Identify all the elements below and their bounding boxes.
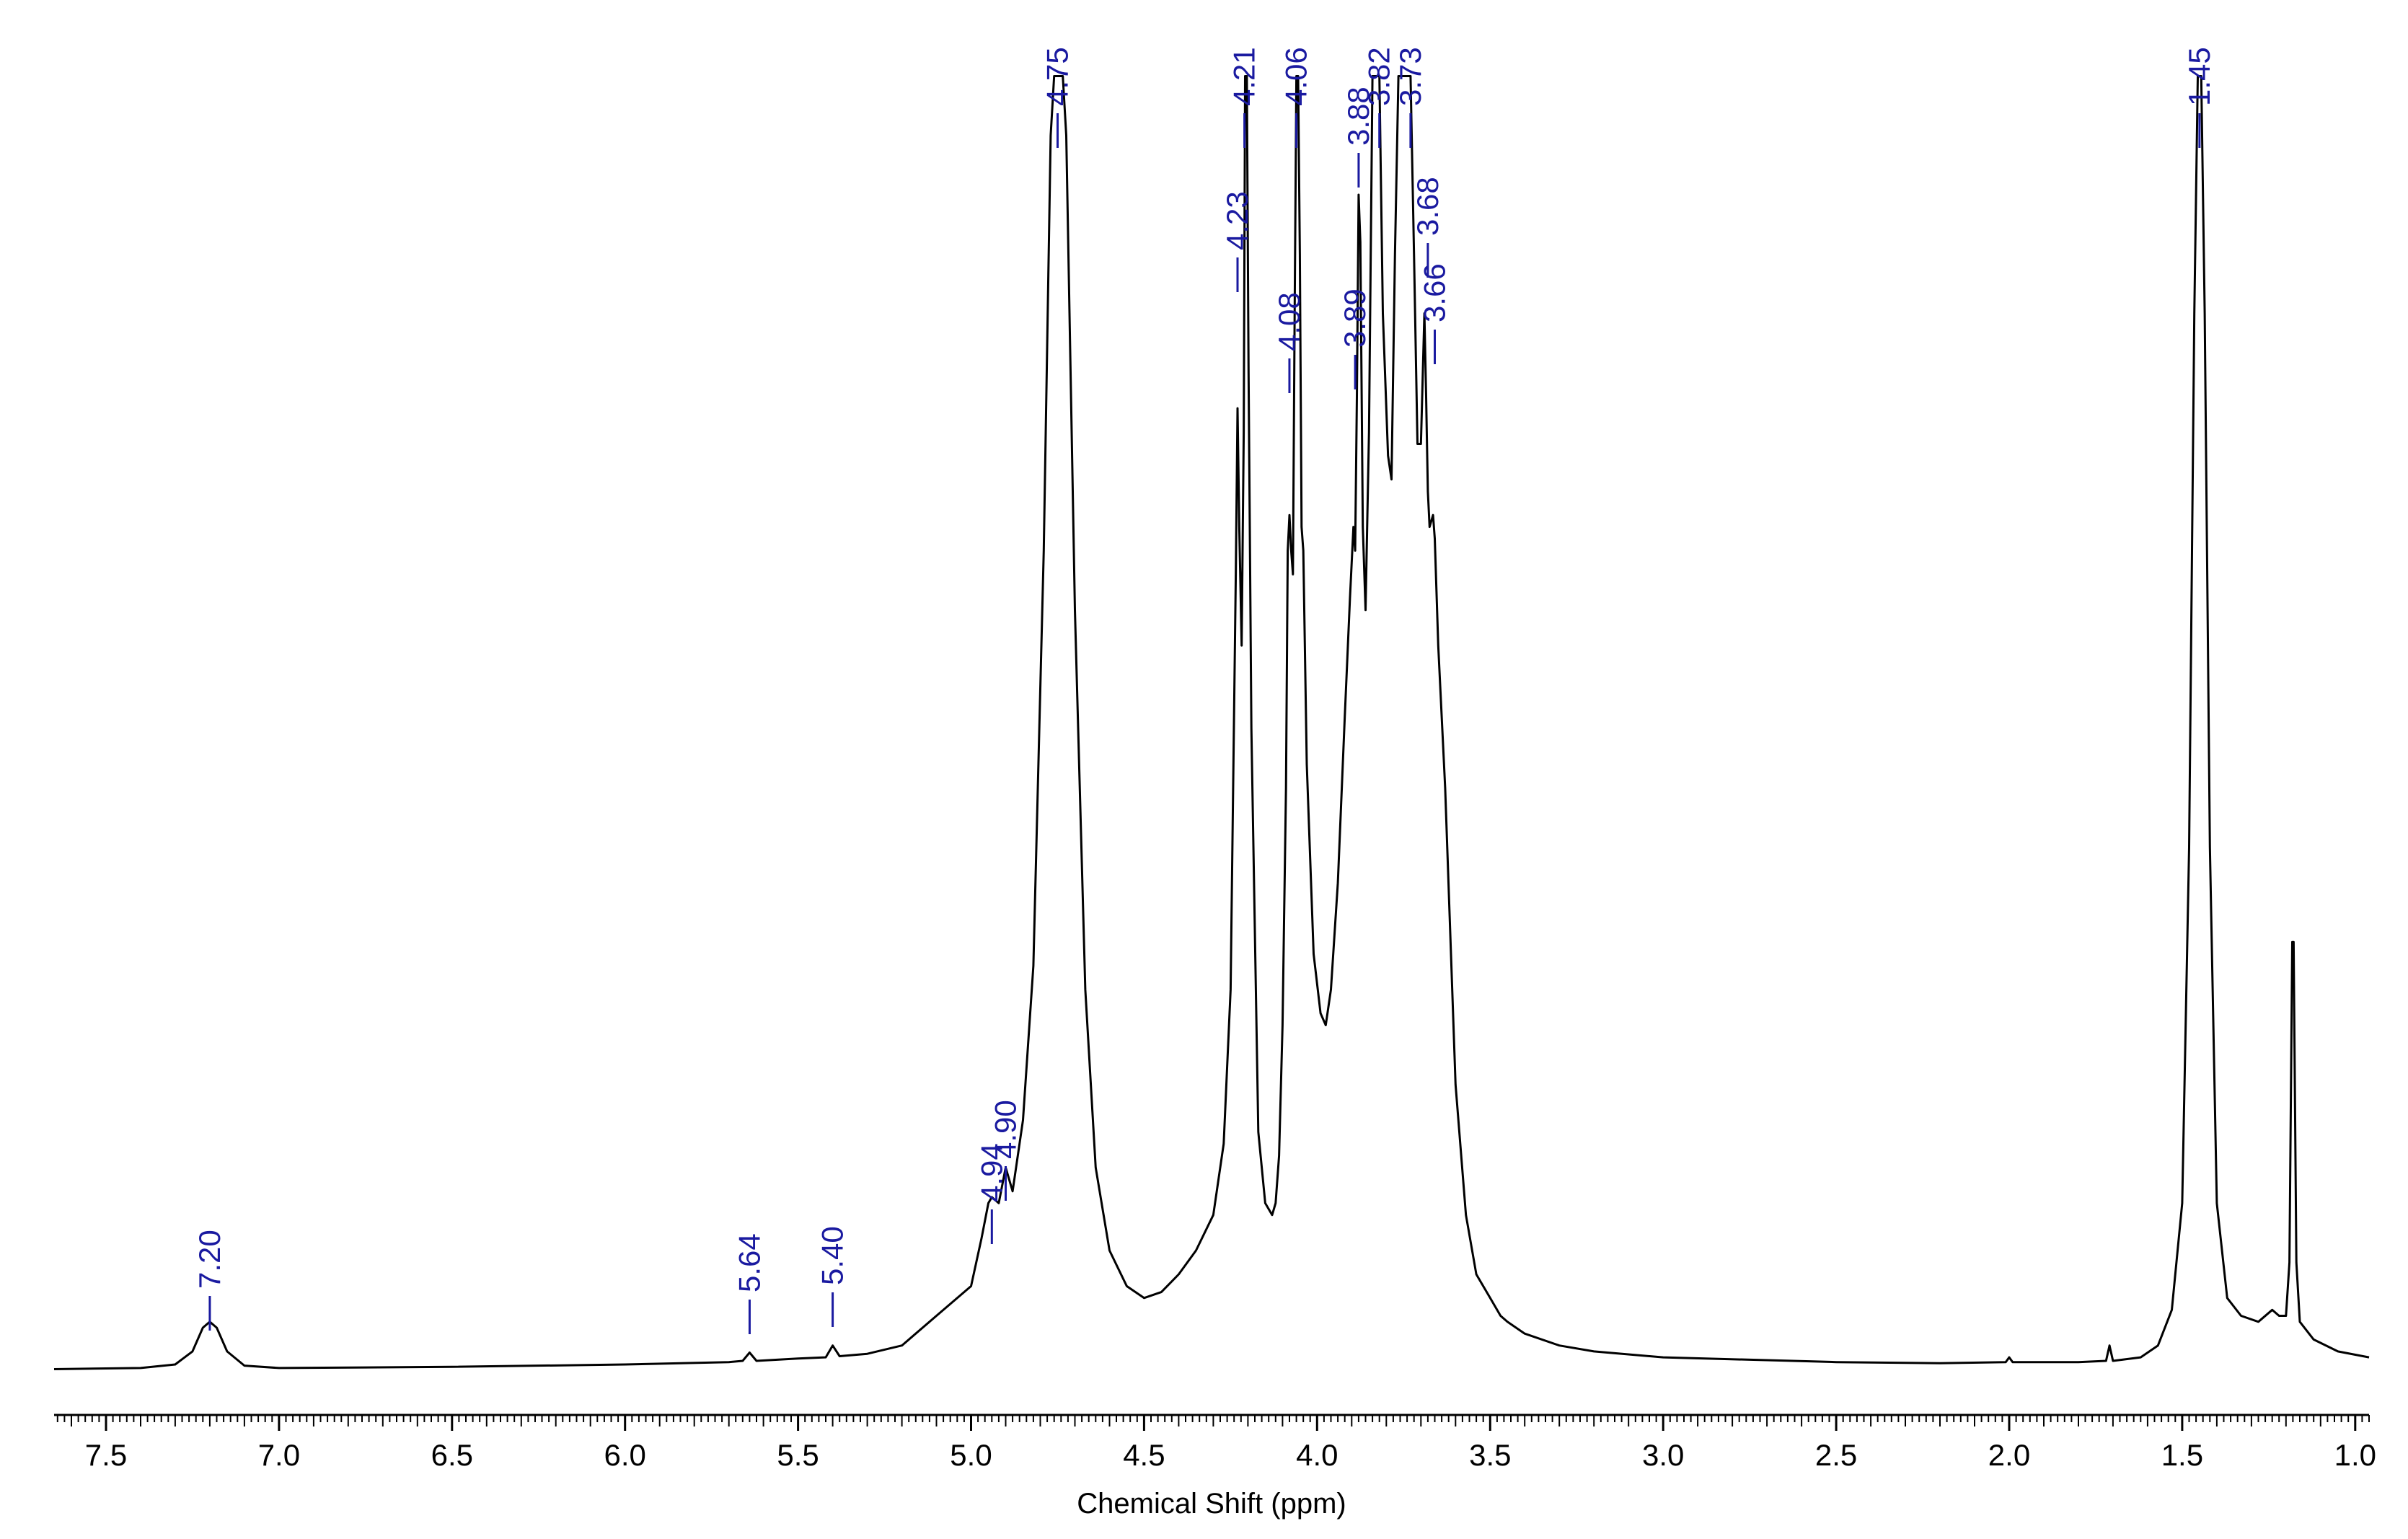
x-tick-label: 3.0 xyxy=(1642,1438,1684,1472)
x-tick-label: 2.0 xyxy=(1988,1438,2030,1472)
peak-label-group: 5.40 xyxy=(816,1226,850,1327)
x-tick-label: 5.0 xyxy=(950,1438,992,1472)
peak-label-text: 1.45 xyxy=(2182,47,2216,106)
x-axis-tick-labels: 7.5 7.0 6.5 6.0 5.5 5.0 4.5 4.0 3.5 3.0 2.5 2.0 1.5 1… xyxy=(85,1438,2376,1472)
x-tick-label: 6.0 xyxy=(604,1438,646,1472)
peak-label-text: 4.23 xyxy=(1220,191,1254,250)
peak-label-text: 3.73 xyxy=(1393,47,1427,106)
spectrum-line-0 xyxy=(53,75,2370,1370)
peak-label-group: 5.64 xyxy=(732,1233,766,1334)
peak-label-text: 4.06 xyxy=(1279,47,1313,106)
peak-label-text: 4.75 xyxy=(1041,47,1075,106)
peak-label-text: 3.66 xyxy=(1418,263,1452,322)
peak-label-group: 3.88 xyxy=(1341,87,1375,188)
peak-label-group: 3.73 xyxy=(1393,47,1427,148)
peak-label-text: 3.89 xyxy=(1338,288,1372,348)
peak-label-text: 4.08 xyxy=(1272,292,1306,351)
peak-label-group: 4.90 xyxy=(989,1100,1023,1201)
peak-label-text: 5.40 xyxy=(816,1226,850,1285)
peak-label-text: 3.82 xyxy=(1362,47,1396,106)
x-axis: 7.5 7.0 6.5 6.0 5.5 5.0 4.5 4.0 3.5 3.0 2.5 2.0 1.5 1… xyxy=(54,1414,2376,1472)
peak-labels: 7.20 5.64 5.40 4.944.90 4.75 4.23 4.21 4.08 4.06… xyxy=(193,47,2216,1334)
x-tick-label: 4.0 xyxy=(1296,1438,1338,1472)
x-axis-ticks xyxy=(56,1415,2370,1431)
peak-label-group: 3.82 xyxy=(1362,47,1396,148)
peak-label-group: 3.89 xyxy=(1338,288,1372,389)
x-tick-label: 1.0 xyxy=(2334,1438,2376,1472)
peak-label-group: 4.94 xyxy=(974,1143,1008,1244)
x-tick-label: 5.5 xyxy=(777,1438,819,1472)
peak-label-text: 3.88 xyxy=(1341,87,1375,146)
peak-label-text: 4.21 xyxy=(1227,47,1261,106)
spectrum-layer xyxy=(53,75,2370,1370)
x-tick-label: 6.5 xyxy=(431,1438,473,1472)
x-axis-title: Chemical Shift (ppm) xyxy=(1077,1488,1346,1520)
peak-label-group: 4.06 xyxy=(1279,47,1313,148)
peak-label-text: 4.94 xyxy=(974,1143,1008,1202)
peak-label-text: 4.90 xyxy=(989,1100,1023,1159)
x-tick-label: 3.5 xyxy=(1469,1438,1511,1472)
peak-label-group: 4.08 xyxy=(1272,292,1306,393)
x-tick-label: 7.5 xyxy=(85,1438,127,1472)
peak-label-group: 3.66 xyxy=(1418,263,1452,364)
peak-label-group: 4.23 xyxy=(1220,191,1254,292)
x-tick-label: 2.5 xyxy=(1815,1438,1857,1472)
peak-label-text: 7.20 xyxy=(193,1230,226,1289)
peak-label-group: 4.21 xyxy=(1227,47,1261,148)
peak-label-group: 4.75 xyxy=(1041,47,1075,148)
x-tick-label: 7.0 xyxy=(258,1438,300,1472)
x-tick-label: 1.5 xyxy=(2161,1438,2203,1472)
peak-label-group: 1.45 xyxy=(2182,47,2216,148)
peak-label-text: 3.68 xyxy=(1411,177,1445,236)
x-tick-label: 4.5 xyxy=(1123,1438,1165,1472)
peak-label-group: 3.68 xyxy=(1411,177,1445,278)
peak-label-group: 7.20 xyxy=(193,1230,226,1331)
peak-label-text: 5.64 xyxy=(732,1233,766,1292)
